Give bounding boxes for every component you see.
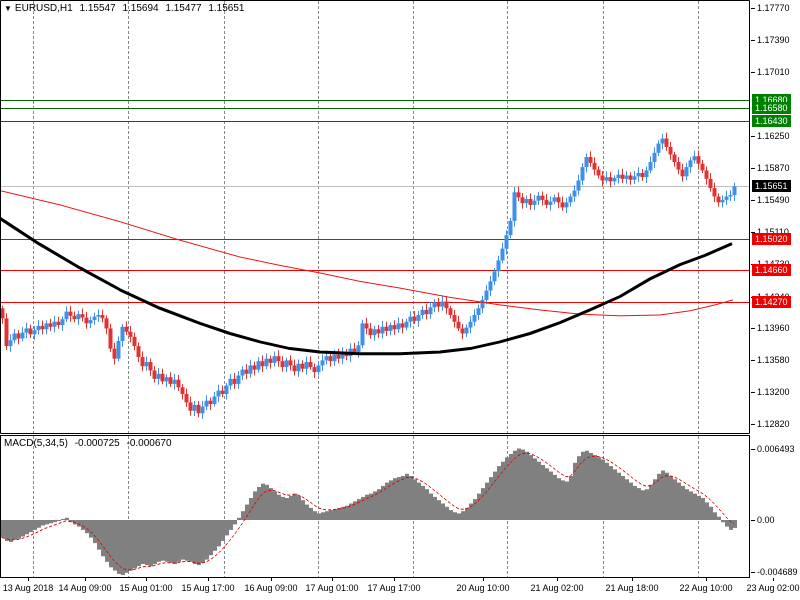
axis-tick xyxy=(751,424,755,425)
macd-tick-label: 0.006493 xyxy=(757,444,795,454)
time-tick-label: 14 Aug 09:00 xyxy=(58,583,112,593)
macd-main-value: -0.000725 xyxy=(74,438,120,449)
time-tick xyxy=(632,578,633,581)
time-tick xyxy=(146,578,147,581)
price-tick-label: 1.16250 xyxy=(757,131,790,141)
price-chart-canvas[interactable] xyxy=(0,0,750,434)
time-tick-label: 21 Aug 02:00 xyxy=(530,583,584,593)
price-tick-label: 1.17390 xyxy=(757,35,790,45)
axis-tick xyxy=(751,328,755,329)
axis-tick xyxy=(751,572,755,573)
macd-signal-value: -0.000670 xyxy=(126,438,172,449)
axis-tick xyxy=(751,72,755,73)
time-tick xyxy=(557,578,558,581)
time-tick xyxy=(208,578,209,581)
axis-tick xyxy=(751,136,755,137)
time-tick-label: 15 Aug 01:00 xyxy=(119,583,173,593)
symbol-timeframe: EURUSD,H1 xyxy=(14,3,73,14)
macd-indicator-canvas[interactable] xyxy=(0,435,750,578)
price-tick-label: 1.17770 xyxy=(757,3,790,13)
time-tick-label: 17 Aug 01:00 xyxy=(305,583,359,593)
price-axis[interactable]: 1.17770 1.17390 1.17010 1.16250 1.15870 1.154… xyxy=(751,0,800,578)
time-tick xyxy=(706,578,707,581)
time-tick-label: 20 Aug 10:00 xyxy=(456,583,510,593)
open-value: 1.15547 xyxy=(79,3,116,14)
macd-header: MACD(5,34,5) -0.000725 -0.000670 xyxy=(4,438,176,449)
resistance-level-badge: 1.16580 xyxy=(752,102,791,114)
time-tick xyxy=(85,578,86,581)
axis-tick xyxy=(751,360,755,361)
axis-tick xyxy=(751,8,755,9)
macd-tick-label: 0.00 xyxy=(757,515,775,525)
ohlc-header: ▼ EURUSD,H1 1.15547 1.15694 1.15477 1.156… xyxy=(4,3,248,14)
axis-tick xyxy=(751,449,755,450)
axis-tick xyxy=(751,392,755,393)
time-tick xyxy=(394,578,395,581)
time-tick xyxy=(773,578,774,581)
time-tick-label: 21 Aug 18:00 xyxy=(605,583,659,593)
price-tick-label: 1.12820 xyxy=(757,419,790,429)
time-tick xyxy=(271,578,272,581)
symbol-marker-icon: ▼ xyxy=(4,4,12,13)
current-price-badge: 1.15651 xyxy=(752,180,791,192)
high-value: 1.15694 xyxy=(122,3,159,14)
time-axis[interactable]: 13 Aug 2018 14 Aug 09:00 15 Aug 01:00 15 Au… xyxy=(0,578,800,600)
axis-tick xyxy=(751,200,755,201)
close-value: 1.15651 xyxy=(208,3,245,14)
time-tick xyxy=(483,578,484,581)
time-tick-label: 22 Aug 10:00 xyxy=(679,583,733,593)
time-tick-label: 23 Aug 02:00 xyxy=(746,583,800,593)
time-tick-label: 13 Aug 2018 xyxy=(2,583,54,593)
low-value: 1.15477 xyxy=(165,3,202,14)
axis-tick xyxy=(751,232,755,233)
price-tick-label: 1.13200 xyxy=(757,387,790,397)
axis-tick xyxy=(751,520,755,521)
axis-tick xyxy=(751,40,755,41)
price-tick-label: 1.15870 xyxy=(757,163,790,173)
time-tick-label: 15 Aug 17:00 xyxy=(181,583,235,593)
time-tick-label: 17 Aug 17:00 xyxy=(367,583,421,593)
support-level-badge: 1.14270 xyxy=(752,296,791,308)
time-tick-label: 16 Aug 09:00 xyxy=(244,583,298,593)
time-tick xyxy=(332,578,333,581)
price-tick-label: 1.17010 xyxy=(757,67,790,77)
price-tick-label: 1.13960 xyxy=(757,323,790,333)
macd-tick-label: -0.004689 xyxy=(757,567,798,577)
price-tick-label: 1.13580 xyxy=(757,355,790,365)
time-tick xyxy=(28,578,29,581)
support-level-badge: 1.14660 xyxy=(752,264,791,276)
axis-tick xyxy=(751,168,755,169)
macd-label: MACD(5,34,5) xyxy=(4,438,68,449)
price-tick-label: 1.15490 xyxy=(757,195,790,205)
support-level-badge: 1.15020 xyxy=(752,233,791,245)
price-tick-label: 1.15110 xyxy=(757,227,789,237)
resistance-level-badge: 1.16430 xyxy=(752,115,791,127)
